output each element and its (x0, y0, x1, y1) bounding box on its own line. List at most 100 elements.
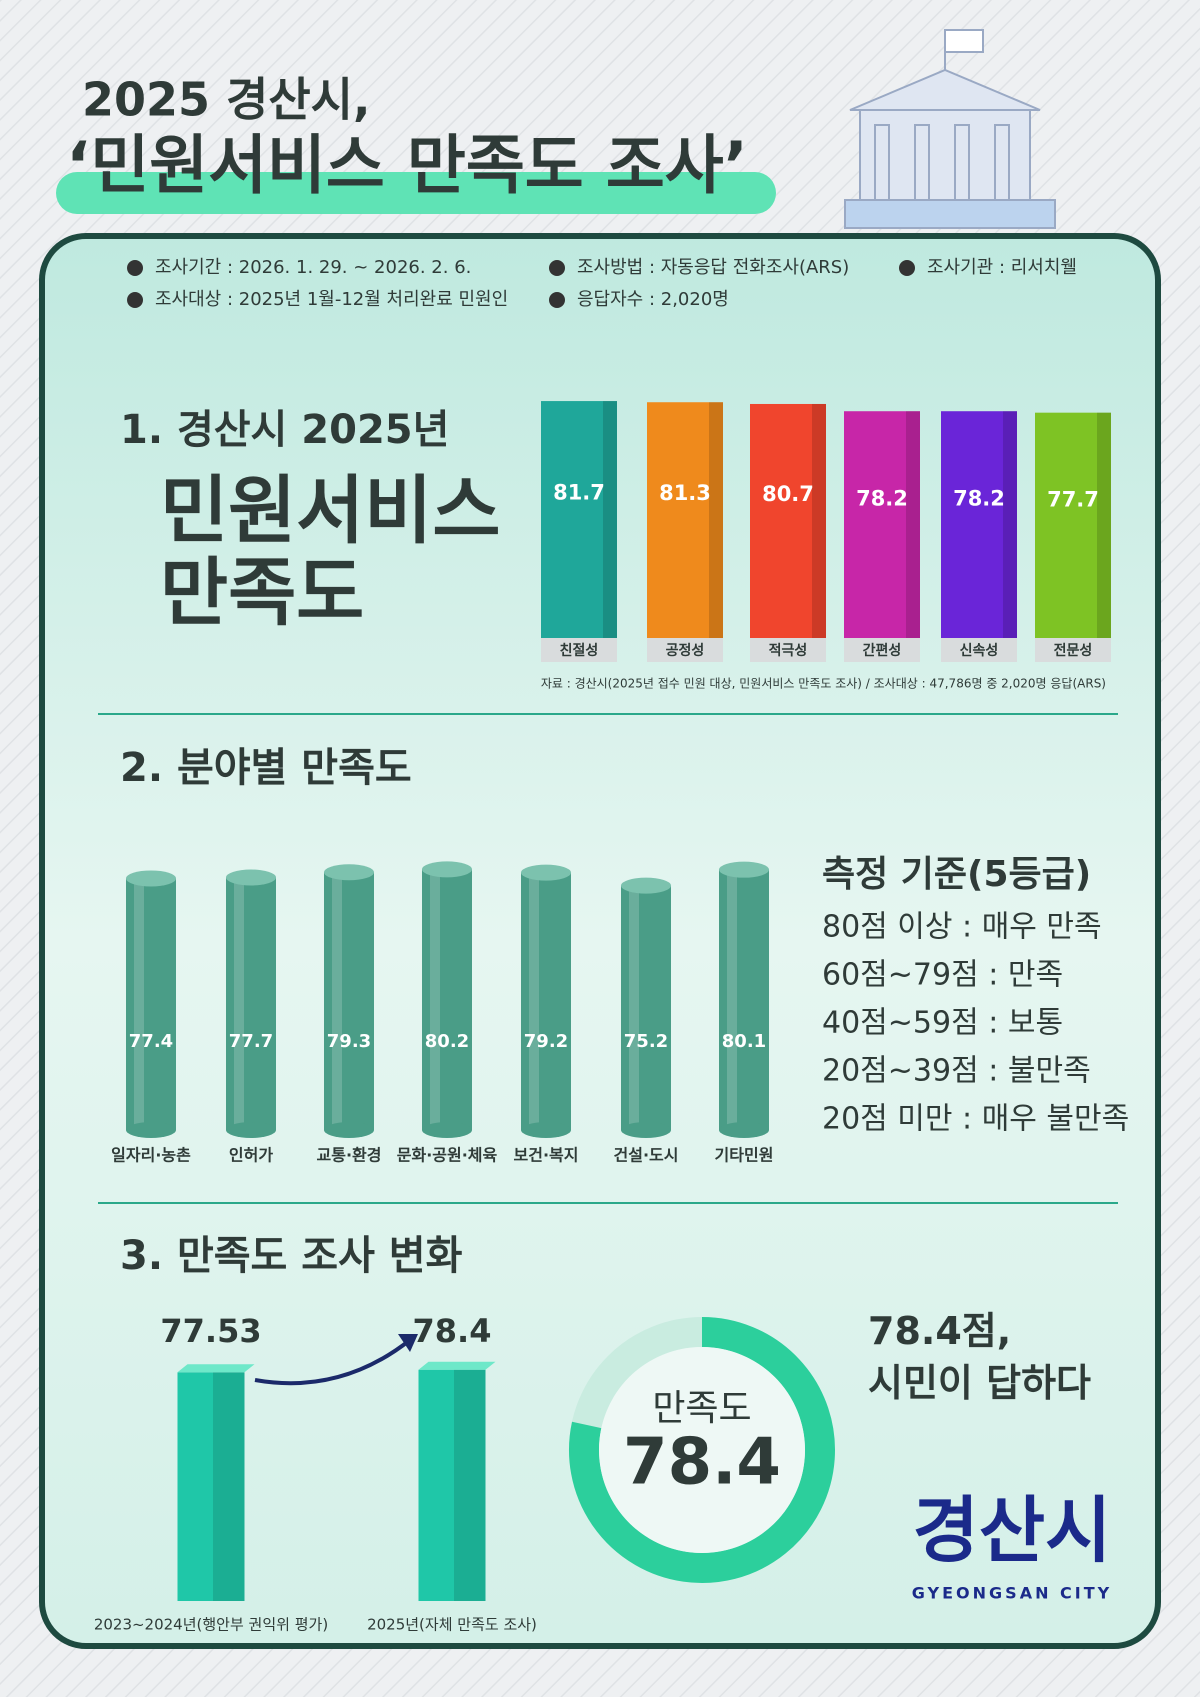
category-box (941, 638, 1017, 662)
x-tick-label: 기타민원 (715, 1146, 774, 1165)
value-label: 80.1 (722, 1031, 766, 1052)
bar-cap (126, 870, 176, 887)
bar-shade (906, 411, 920, 638)
info-item: 조사기관 : 리서치웰 (927, 257, 1077, 278)
bar-highlight (629, 885, 639, 1130)
bar-cap (719, 861, 769, 878)
donut-label: 만족도 (652, 1388, 751, 1429)
trend-arrow (254, 1338, 412, 1386)
legend-item: 80점 이상 : 매우 만족 (822, 910, 1102, 945)
bar (177, 1372, 245, 1601)
headline: 78.4점, 시민이 답하다 (868, 1309, 1091, 1405)
value-label: 77.4 (129, 1031, 173, 1052)
bar (621, 885, 671, 1130)
value-label: 78.2 (856, 487, 908, 511)
legend-item: 20점~39점 : 불만족 (822, 1054, 1091, 1089)
value-label: 77.7 (229, 1031, 273, 1052)
bar-cap (226, 869, 276, 886)
bar (422, 869, 472, 1130)
category-box (647, 638, 723, 662)
section-title: 2. 분야별 만족도 (120, 745, 412, 791)
value-label: 79.3 (327, 1031, 371, 1052)
bar (418, 1369, 486, 1601)
bullet (549, 292, 565, 308)
legend-title: 측정 기준(5등급) (822, 854, 1091, 895)
bar (126, 878, 176, 1130)
bar-shade (1003, 411, 1017, 638)
bar-base (521, 1122, 571, 1138)
bar (647, 402, 723, 638)
x-tick-label: 전문성 (1054, 642, 1093, 659)
bar-cap (422, 861, 472, 878)
bar-base (226, 1122, 276, 1138)
bar (226, 877, 276, 1130)
bar-cap (521, 864, 571, 881)
bar-base (422, 1122, 472, 1138)
title-highlight (56, 172, 776, 214)
bullet (549, 260, 565, 276)
x-tick-label: 일자리·농촌 (111, 1146, 191, 1165)
info-item: 조사기간 : 2026. 1. 29. ~ 2026. 2. 6. (155, 257, 471, 278)
x-tick-label: 인허가 (229, 1146, 273, 1165)
bar (719, 869, 769, 1130)
bar-shade (603, 401, 617, 638)
category-box (541, 638, 617, 662)
value-label: 78.4 (413, 1312, 492, 1350)
bar-shade (812, 403, 826, 638)
value-label: 75.2 (624, 1031, 668, 1052)
x-tick-label: 교통·환경 (317, 1146, 382, 1165)
value-label: 81.7 (553, 480, 605, 504)
bar-highlight (430, 869, 440, 1130)
legend-item: 20점 미만 : 매우 불만족 (822, 1102, 1129, 1137)
bar-base (126, 1122, 176, 1138)
bar-shade (1097, 412, 1111, 638)
value-label: 81.3 (659, 481, 711, 505)
legend-item: 60점~79점 : 만족 (822, 958, 1063, 993)
bar-highlight (332, 872, 342, 1130)
x-tick-label: 친절성 (560, 643, 599, 659)
value-label: 77.53 (160, 1312, 261, 1350)
legend-item: 40점~59점 : 보통 (822, 1006, 1063, 1041)
bar (521, 872, 571, 1130)
bar-shade (709, 402, 723, 638)
x-tick-label: 신속성 (960, 643, 999, 659)
bar-base (719, 1122, 769, 1138)
info-item: 조사대상 : 2025년 1월-12월 처리완료 민원인 (155, 289, 508, 310)
bullet (127, 260, 143, 276)
x-tick-label: 2023~2024년(행안부 권익위 평가) (94, 1616, 328, 1634)
info-item: 응답자수 : 2,020명 (577, 289, 729, 310)
bar (1035, 412, 1111, 638)
bar-highlight (234, 877, 244, 1130)
donut-arc (569, 1317, 835, 1583)
building-illustration (844, 29, 1056, 229)
bar-highlight (529, 872, 539, 1130)
x-tick-label: 공정성 (666, 642, 705, 659)
value-label: 77.7 (1047, 488, 1099, 512)
bar (750, 403, 826, 638)
bar-top (177, 1364, 255, 1373)
category-box (844, 638, 920, 662)
info-item: 조사방법 : 자동응답 전화조사(ARS) (577, 257, 849, 278)
value-label: 80.2 (425, 1031, 469, 1052)
bar-base (324, 1122, 374, 1138)
x-tick-label: 보건·복지 (514, 1146, 579, 1165)
section-title: 1. 경산시 2025년 (120, 407, 449, 453)
bar-cap (324, 864, 374, 881)
value-label: 79.2 (524, 1031, 568, 1052)
bar (844, 411, 920, 638)
donut-value: 78.4 (623, 1426, 781, 1500)
bar-shade (454, 1369, 486, 1601)
x-tick-label: 건설·도시 (614, 1146, 679, 1165)
bar-cap (621, 877, 671, 894)
bar (324, 872, 374, 1130)
x-tick-label: 간편성 (863, 642, 902, 659)
value-label: 80.7 (762, 482, 814, 506)
bar-highlight (134, 878, 144, 1130)
donut-center (599, 1347, 805, 1553)
logo: 경산시 (913, 1489, 1112, 1573)
bar (941, 411, 1017, 638)
section1-subtitle: 민원서비스 만족도 (160, 468, 501, 636)
title-line1: 2025 경산시, (82, 73, 370, 127)
value-label: 78.2 (953, 487, 1005, 511)
